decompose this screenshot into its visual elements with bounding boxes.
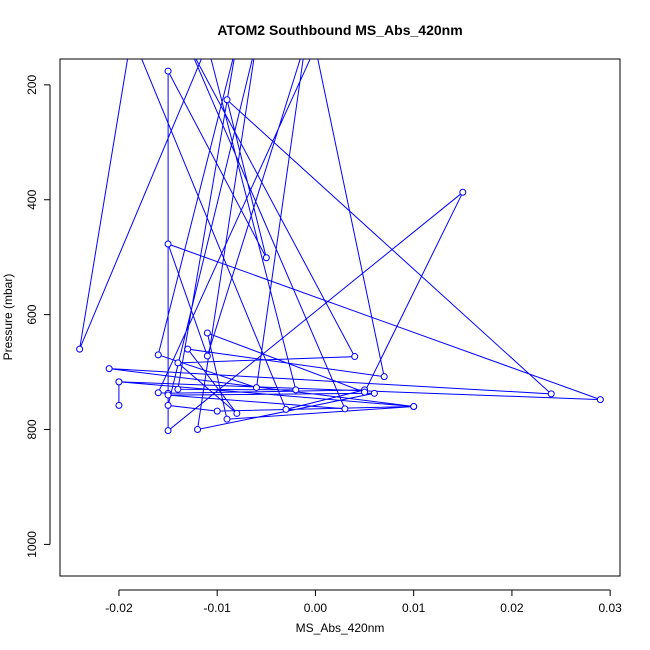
data-point (380, 373, 388, 381)
points-layer (76, 67, 604, 435)
series-line (79, 59, 601, 432)
y-tick-label: 800 (25, 419, 39, 439)
data-point (164, 67, 172, 75)
data-point (203, 329, 211, 337)
x-axis-label: MS_Abs_420nm (296, 621, 385, 635)
data-point (115, 378, 123, 386)
data-point (164, 391, 172, 399)
x-tick-label: 0.03 (598, 601, 622, 615)
x-tick-label: 0.00 (304, 601, 328, 615)
data-point (105, 365, 113, 373)
data-point (292, 386, 300, 394)
data-point (282, 405, 290, 413)
x-tick-label: -0.01 (204, 601, 232, 615)
x-tick-label: -0.02 (105, 601, 133, 615)
y-axis: 200 400 600 800 1000 (25, 75, 51, 558)
data-point (361, 388, 369, 396)
y-tick-label: 200 (25, 75, 39, 95)
y-tick-label: 400 (25, 189, 39, 209)
series-layer (79, 59, 601, 432)
data-point (370, 389, 378, 397)
data-point (213, 407, 221, 415)
plot-frame (59, 58, 621, 577)
data-point (547, 390, 555, 398)
data-point (341, 405, 349, 413)
data-point (203, 352, 211, 360)
data-point (233, 409, 241, 417)
data-point (459, 188, 467, 196)
data-point (76, 345, 84, 353)
data-point (115, 401, 123, 409)
data-point (410, 403, 418, 411)
data-point (351, 353, 359, 361)
data-point (164, 401, 172, 409)
data-point (194, 426, 202, 434)
data-point (223, 96, 231, 104)
x-axis: -0.02 -0.01 0.00 0.01 0.02 0.03 (105, 589, 622, 615)
data-point (154, 389, 162, 397)
data-point (164, 427, 172, 435)
data-point (223, 415, 231, 423)
data-point (174, 359, 182, 367)
y-tick-label: 600 (25, 304, 39, 324)
x-tick-label: 0.01 (402, 601, 426, 615)
data-point (262, 254, 270, 262)
chart-title: ATOM2 Southbound MS_Abs_420nm (217, 22, 462, 38)
data-point (596, 396, 604, 404)
data-point (174, 385, 182, 393)
x-tick-label: 0.02 (500, 601, 524, 615)
data-point (154, 351, 162, 359)
y-tick-label: 1000 (25, 531, 39, 558)
data-point (164, 240, 172, 248)
y-axis-label: Pressure (mbar) (1, 274, 15, 361)
data-point (184, 345, 192, 353)
data-point (252, 384, 260, 392)
